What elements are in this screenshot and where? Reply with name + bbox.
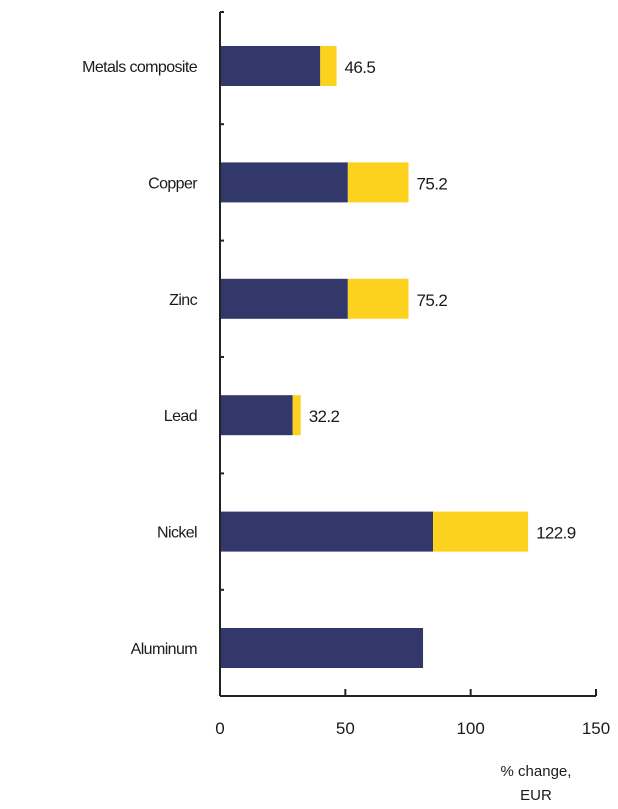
bar-segment-2-2 [347,278,409,319]
x-tick-label: 0 [215,719,224,738]
x-axis-title-line-2: EUR [520,787,552,804]
x-axis-title-line-1: % change, [501,763,572,780]
data-label: 122.9 [536,524,576,543]
category-label: Lead [164,408,197,425]
category-label: Metals composite [82,59,198,76]
bar-segment-2-0 [320,46,337,86]
x-axis: 0 50 100 150 [215,11,610,738]
bar-segment-1-0 [220,46,321,86]
category-label: Aluminum [131,641,198,658]
data-label: 75.2 [417,174,448,193]
category-label: Zinc [169,292,197,309]
bar-segment-1-2 [220,278,348,319]
x-tick-label: 100 [456,719,484,738]
bar-segment-2-3 [292,395,301,436]
category-label: Copper [148,175,198,192]
data-label: 32.2 [309,407,340,426]
bar-segment-1-3 [220,395,293,436]
bar-segment-1-1 [220,162,348,203]
bar-segment-2-4 [433,511,529,552]
x-tick-label: 50 [336,719,355,738]
data-label: 75.2 [417,291,448,310]
category-label: Nickel [157,525,197,542]
data-label: 46.5 [345,58,376,77]
bar-segment-1-4 [220,511,434,552]
bar-segment-1-5 [220,628,424,668]
x-tick-label: 150 [582,719,610,738]
plot-area: Metals composite 46.5 Copper 75.2 Zinc 75.2 Le… [82,46,576,668]
bar-segment-2-1 [347,162,409,203]
